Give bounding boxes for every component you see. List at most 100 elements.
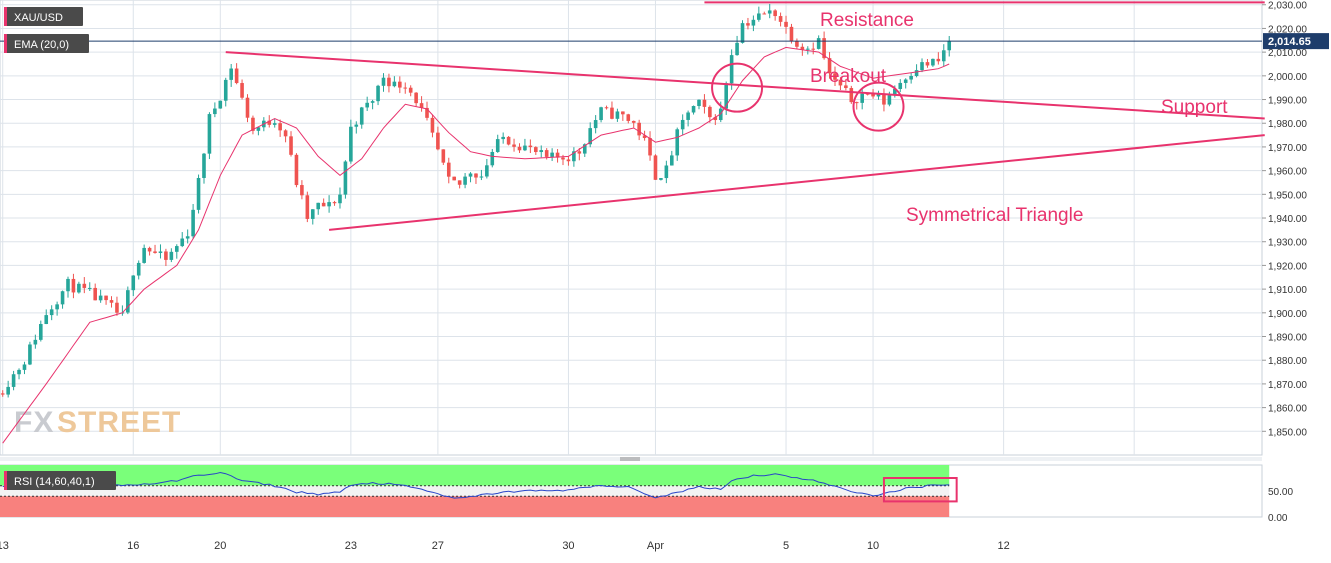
candle-body [534, 147, 538, 153]
candle-body [550, 152, 554, 157]
candle-body [338, 194, 342, 204]
y-tick-label: 1,860.00 [1268, 404, 1307, 415]
candle-body [588, 128, 593, 145]
last-price-tag [1263, 33, 1329, 50]
x-tick-label: 30 [562, 540, 574, 552]
candle-body [691, 106, 696, 113]
symbol-label: XAU/USD [14, 12, 63, 24]
candle-body [398, 81, 402, 88]
candle-body [223, 79, 228, 101]
candle-body [185, 236, 190, 239]
candle-body [729, 55, 734, 84]
candle-body [572, 151, 576, 162]
candle-body [196, 177, 201, 210]
x-tick-label: 27 [432, 540, 444, 552]
rsi-neutral-zone [0, 485, 950, 497]
candle-body [207, 114, 212, 154]
candle-body [0, 393, 5, 395]
candle-body [327, 202, 331, 207]
candle-body [17, 369, 21, 375]
candle-body [659, 178, 663, 180]
x-tick-label: 16 [127, 540, 139, 552]
watermark-logo: FX STREET [14, 406, 180, 439]
highlight-circle-support [852, 81, 905, 132]
trendlines [225, 1, 1265, 231]
candle-body [169, 251, 174, 260]
trendline-upper [225, 51, 1265, 120]
candle-body [893, 88, 897, 96]
candle-body [174, 246, 179, 252]
candle-body [131, 275, 136, 291]
candle-body [914, 70, 919, 76]
candle-body [153, 251, 157, 253]
candle-body [332, 202, 337, 204]
candle-body [778, 16, 783, 22]
candle-body [316, 202, 321, 210]
candle-body [425, 107, 429, 118]
candle-body [735, 42, 739, 56]
candle-body [485, 165, 489, 177]
candle-body [816, 38, 821, 49]
candle-body [495, 139, 500, 152]
candle-body [229, 68, 233, 80]
candle-body [664, 165, 669, 179]
candle-body [6, 386, 10, 395]
candle-body [854, 102, 859, 104]
candle-body [387, 77, 391, 87]
candle-body [523, 145, 527, 151]
x-tick-label: 5 [783, 540, 789, 552]
rsi-label: RSI (14,60,40,1) [14, 476, 95, 488]
candle-body [441, 149, 446, 163]
candle-body [708, 106, 712, 118]
y-tick-label: 1,960.00 [1268, 167, 1307, 178]
highlight-circle-breakout [711, 62, 764, 113]
candle-body [577, 151, 582, 154]
pane-divider [0, 457, 1262, 461]
annotation-support: Support [1161, 97, 1228, 118]
candlestick-series [0, 3, 952, 398]
candle-body [28, 344, 32, 365]
candle-body [827, 58, 832, 74]
candle-body [784, 21, 788, 27]
candle-body [82, 283, 87, 288]
candle-body [621, 111, 625, 115]
candle-body [381, 77, 386, 86]
y-tick-label: 1,930.00 [1268, 238, 1307, 249]
candle-body [626, 114, 631, 121]
last-price-label: 2,014.65 [1268, 36, 1311, 48]
symbol-label-marker [4, 7, 7, 26]
candle-body [468, 173, 473, 177]
candle-body [669, 155, 674, 166]
y-tick-label: 1,920.00 [1268, 261, 1307, 272]
candle-body [104, 295, 108, 301]
rsi-label-marker [4, 471, 7, 490]
candle-body [365, 102, 369, 108]
annotation-pattern: Symmetrical Triangle [906, 205, 1083, 226]
y-tick-label: 1,870.00 [1268, 380, 1307, 391]
candle-body [501, 136, 505, 140]
candle-body [321, 202, 326, 207]
candle-body [702, 99, 707, 107]
x-tick-label: 13 [0, 540, 9, 552]
rsi-panel [0, 464, 1263, 518]
candle-body [463, 176, 467, 185]
x-tick-label: 12 [997, 540, 1009, 552]
ema-label: EMA (20,0) [14, 39, 69, 51]
candle-body [517, 146, 522, 151]
candle-body [490, 151, 495, 166]
candle-body [71, 278, 76, 293]
candle-body [66, 278, 70, 292]
candle-body [610, 107, 614, 119]
candle-body [234, 68, 239, 84]
candle-body [278, 123, 282, 131]
y-tick-label: 1,980.00 [1268, 119, 1307, 130]
candle-body [38, 324, 43, 340]
candle-body [457, 180, 462, 185]
candle-body [446, 162, 451, 177]
candle-body [566, 159, 571, 162]
candle-body [844, 85, 848, 89]
candle-body [642, 135, 647, 139]
candle-body [55, 304, 59, 310]
candle-body [115, 302, 119, 313]
candle-body [164, 251, 168, 260]
